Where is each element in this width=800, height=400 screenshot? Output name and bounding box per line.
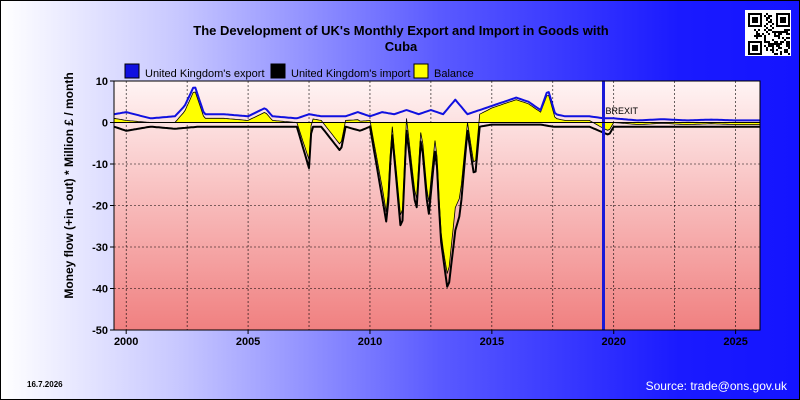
legend-label-balance: Balance <box>434 68 474 80</box>
x-tick-label: 2015 <box>480 336 504 348</box>
y-tick-label: -20 <box>92 201 108 213</box>
x-tick-label: 2005 <box>236 336 260 348</box>
y-tick-label: -50 <box>92 325 108 337</box>
y-tick-label: 0 <box>102 118 108 130</box>
legend-label-export: United Kingdom's export <box>145 68 265 80</box>
date-stamp: 16.7.2026 <box>27 380 63 389</box>
import-line <box>113 123 760 288</box>
legend: United Kingdom's export United Kingdom's… <box>124 63 474 80</box>
x-tick-label: 2010 <box>358 336 382 348</box>
y-tick-label: -10 <box>92 159 108 171</box>
chart-title-line1: The Development of UK's Monthly Export a… <box>193 23 609 38</box>
brexit-label: BREXIT <box>605 106 638 116</box>
legend-swatch-export <box>124 63 140 79</box>
x-tick-label: 2025 <box>723 336 747 348</box>
axes: 10 0 -10 -20 -30 -40 -50 2000 2005 2010 2015 2020 20… <box>92 76 761 348</box>
legend-swatch-balance <box>413 63 429 79</box>
legend-swatch-import <box>270 63 286 79</box>
export-line <box>113 86 760 122</box>
x-tick-label: 2020 <box>601 336 625 348</box>
legend-label-import: United Kingdom's import <box>291 68 411 80</box>
qr-code-icon <box>745 10 791 56</box>
y-tick-label: 10 <box>96 76 108 88</box>
y-tick-label: -40 <box>92 284 108 296</box>
y-tick-label: -30 <box>92 242 108 254</box>
chart-title-line2: Cuba <box>384 39 418 54</box>
x-tick-label: 2000 <box>114 336 138 348</box>
y-axis-label: Money flow (+in -out) * Million £ / mont… <box>62 72 76 298</box>
source-credit: Source: trade@ons.gov.uk <box>645 379 787 393</box>
